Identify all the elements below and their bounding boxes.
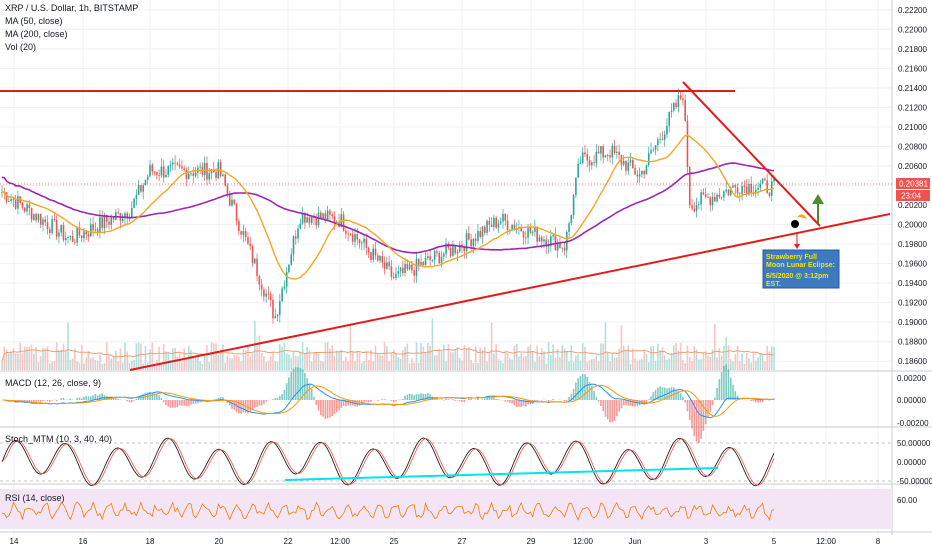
eclipse-annotation[interactable]: Strawberry Full Moon Lunar Eclipse: 6/5/… bbox=[763, 250, 839, 288]
date-tick: 25 bbox=[390, 537, 399, 546]
ma200-legend: MA (200, close) bbox=[5, 29, 68, 39]
date-tick: 22 bbox=[284, 537, 293, 546]
price-tick: 0.21800 bbox=[898, 45, 927, 54]
stoch-legend: Stoch_MTM (10, 3, 40, 40) bbox=[5, 434, 112, 444]
vol-legend: Vol (20) bbox=[5, 42, 36, 52]
price-tick: 0.20200 bbox=[898, 201, 927, 210]
stoch-tick: -50.00000 bbox=[897, 477, 932, 486]
date-tick: 8 bbox=[876, 537, 881, 546]
price-tick: 0.19600 bbox=[898, 260, 927, 269]
stoch-tick: 0.00000 bbox=[897, 458, 926, 467]
date-tick: 16 bbox=[79, 537, 88, 546]
date-tick: 18 bbox=[146, 537, 155, 546]
rsi-tick: 60.00 bbox=[897, 496, 918, 505]
date-tick: 12:00 bbox=[816, 537, 837, 546]
macd-legend: MACD (12, 26, close, 9) bbox=[5, 378, 101, 388]
date-tick: 5 bbox=[772, 537, 777, 546]
date-tick: 20 bbox=[215, 537, 224, 546]
note-line-1: Strawberry Full bbox=[766, 254, 817, 261]
date-tick: 14 bbox=[10, 537, 19, 546]
macd-tick: 0.00200 bbox=[897, 374, 926, 383]
moon-icon bbox=[791, 220, 799, 228]
ma50-legend: MA (50, close) bbox=[5, 16, 63, 26]
price-tick: 0.19200 bbox=[898, 299, 927, 308]
price-tick: 0.20600 bbox=[898, 162, 927, 171]
macd-tick: -0.00200 bbox=[897, 419, 929, 428]
date-tick: 27 bbox=[458, 537, 467, 546]
date-tick: 29 bbox=[527, 537, 536, 546]
price-tick: 0.20800 bbox=[898, 142, 927, 151]
price-tick: 0.21200 bbox=[898, 103, 927, 112]
macd-tick: 0.00000 bbox=[897, 396, 926, 405]
price-tick: 0.21400 bbox=[898, 84, 927, 93]
date-tick: 3 bbox=[704, 537, 709, 546]
stoch-tick: 50.00000 bbox=[897, 439, 931, 448]
price-tick: 0.19800 bbox=[898, 240, 927, 249]
note-line-4: EST. bbox=[766, 281, 781, 288]
last-price-value: 0.20381 bbox=[899, 180, 928, 189]
note-line-2: Moon Lunar Eclipse: bbox=[766, 262, 835, 269]
date-tick: 12:00 bbox=[573, 537, 594, 546]
note-line-3: 6/5/2020 @ 3:12pm bbox=[766, 273, 828, 280]
rsi-legend: RSI (14, close) bbox=[5, 493, 65, 503]
price-tick: 0.22000 bbox=[898, 25, 927, 34]
price-tick: 0.22200 bbox=[898, 6, 927, 15]
price-tick: 0.18600 bbox=[898, 357, 927, 366]
date-tick: Jun bbox=[629, 537, 642, 546]
price-tick: 0.20000 bbox=[898, 221, 927, 230]
price-tick: 0.21000 bbox=[898, 123, 927, 132]
symbol-title: XRP / U.S. Dollar, 1h, BITSTAMP bbox=[5, 3, 138, 13]
price-tick: 0.21600 bbox=[898, 64, 927, 73]
price-tick: 0.19400 bbox=[898, 279, 927, 288]
rsi-panel[interactable]: 60.00 bbox=[0, 489, 918, 529]
date-tick: 12:00 bbox=[330, 537, 351, 546]
price-tick: 0.19000 bbox=[898, 318, 927, 327]
price-tick: 0.18800 bbox=[898, 338, 927, 347]
countdown-value: 23:04 bbox=[901, 192, 922, 201]
